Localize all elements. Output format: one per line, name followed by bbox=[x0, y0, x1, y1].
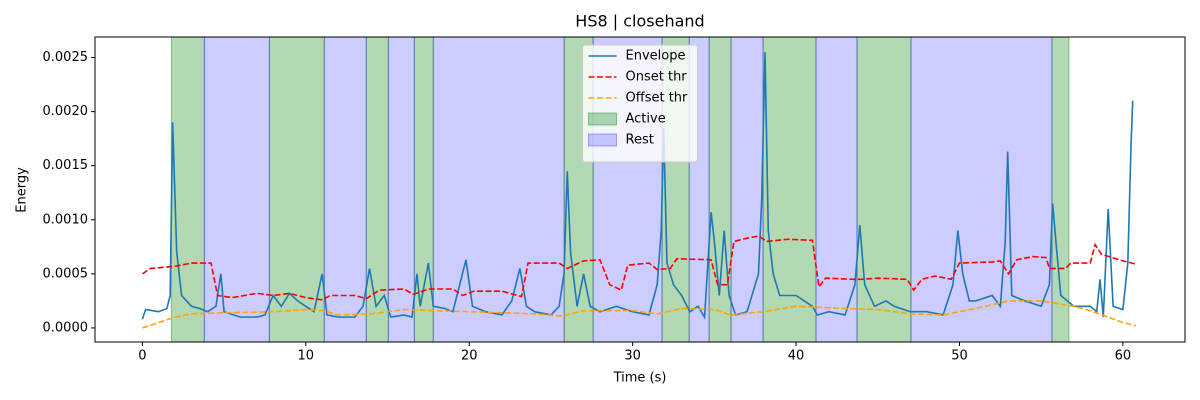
y-tick-label: 0.0015 bbox=[43, 158, 89, 173]
span bbox=[323, 36, 367, 343]
legend-box bbox=[582, 44, 698, 163]
x-axis-label: Time (s) bbox=[613, 371, 667, 386]
line bbox=[142, 300, 1137, 329]
y-tick-label: 0.0000 bbox=[43, 320, 89, 335]
x-tick-label: 50 bbox=[951, 349, 968, 364]
legend-swatch bbox=[588, 133, 617, 147]
legend-label: Offset thr bbox=[626, 91, 689, 106]
y-tick-label: 0.0005 bbox=[43, 266, 89, 281]
x-tick-label: 20 bbox=[461, 349, 478, 364]
span bbox=[730, 36, 764, 343]
legend-swatch bbox=[588, 112, 617, 126]
x-tick-label: 0 bbox=[138, 349, 146, 364]
legend-label: Active bbox=[626, 112, 666, 127]
chart-title: HS8 | closehand bbox=[575, 12, 704, 31]
span bbox=[856, 36, 912, 343]
span bbox=[170, 36, 205, 343]
y-axis-label: Energy bbox=[15, 167, 30, 213]
line bbox=[141, 235, 1137, 301]
span bbox=[413, 36, 434, 343]
plot-frame bbox=[94, 36, 1186, 343]
x-tick-label: 30 bbox=[624, 349, 641, 364]
y-tick-label: 0.0020 bbox=[43, 104, 89, 119]
x-tick-label: 60 bbox=[1115, 349, 1132, 364]
legend-label: Envelope bbox=[626, 49, 686, 64]
span bbox=[268, 36, 325, 343]
x-tick-label: 10 bbox=[298, 349, 315, 364]
span bbox=[387, 36, 415, 343]
span bbox=[708, 36, 732, 343]
span bbox=[910, 36, 1053, 343]
y-tick-label: 0.0010 bbox=[43, 212, 89, 227]
y-tick-label: 0.0025 bbox=[43, 50, 89, 65]
legend-label: Onset thr bbox=[626, 70, 688, 85]
span bbox=[432, 36, 565, 343]
line bbox=[141, 52, 1134, 320]
span bbox=[762, 36, 817, 343]
legend-label: Rest bbox=[626, 133, 654, 148]
x-tick-label: 40 bbox=[788, 349, 805, 364]
